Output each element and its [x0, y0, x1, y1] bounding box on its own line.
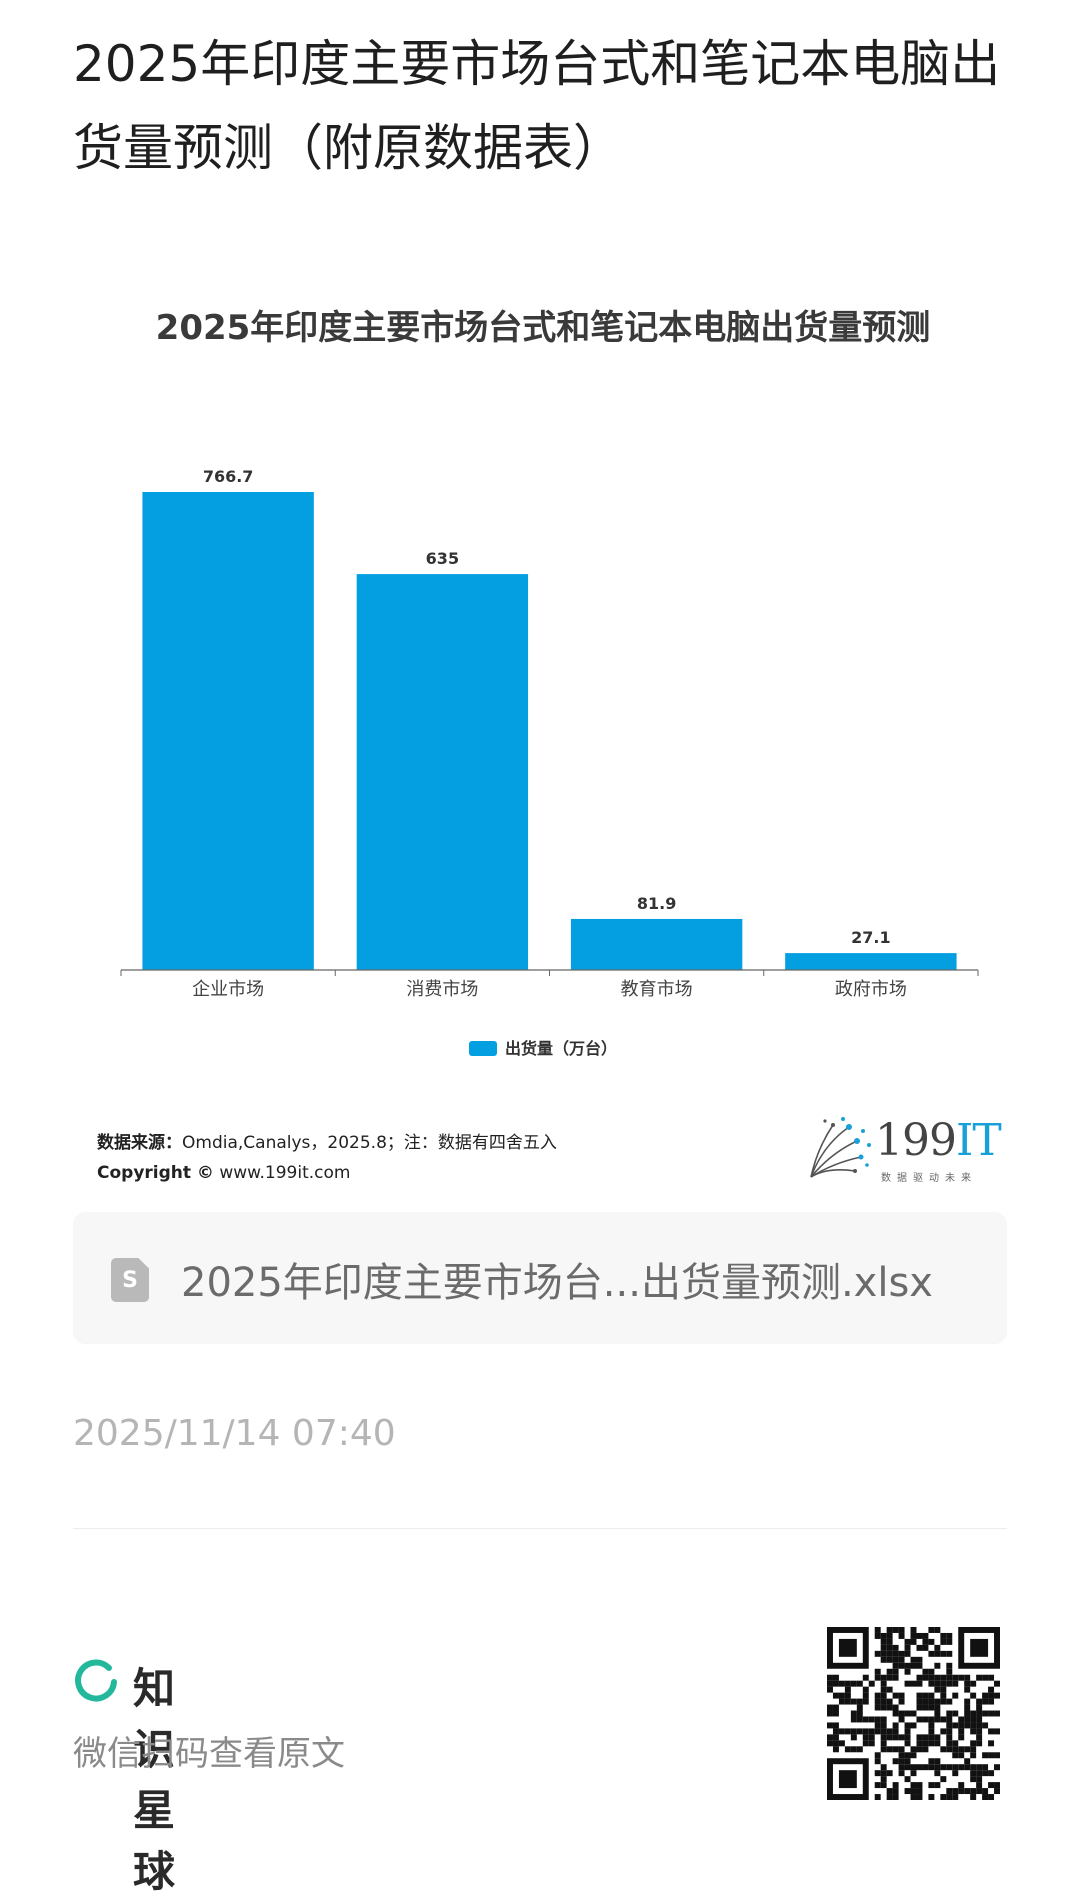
bar-chart: 766.7 企业市场 635 消费市场 81.9 教育市场 27.1 政府市场: [120, 467, 979, 1000]
category-label-3: 教育市场: [621, 979, 693, 1000]
planet-ring-icon: [75, 1659, 117, 1702]
brand-name: 199IT: [875, 1115, 1002, 1166]
post-timestamp: 2025/11/14 07:40: [73, 1413, 396, 1454]
dandelion-icon: [810, 1117, 871, 1178]
chart-card: 2025年印度主要市场台式和笔记本电脑出货量预测 766.7 企业市场 635 消费市…: [73, 270, 1013, 1200]
brand-logo: 199IT 数据驱动未来: [803, 1115, 1003, 1190]
category-label-2: 消费市场: [406, 979, 478, 1000]
data-label-2: 635: [426, 549, 459, 568]
chart-title: 2025年印度主要市场台式和笔记本电脑出货量预测: [155, 308, 931, 348]
data-label-1: 766.7: [203, 467, 254, 486]
divider: [73, 1528, 1007, 1529]
chart-legend: 出货量（万台）: [73, 1035, 1013, 1059]
attachment-filename[interactable]: 2025年印度主要市场台...出货量预测.xlsx: [181, 1260, 933, 1306]
legend-swatch: [468, 1041, 497, 1056]
source-note: 数据来源：Omdia,Canalys，2025.8；注：数据有四舍五入 Copy…: [97, 1128, 557, 1188]
bar-3: [570, 918, 743, 970]
source-label: 数据来源：: [97, 1133, 182, 1153]
brand-tagline: 数据驱动未来: [881, 1173, 977, 1184]
category-label-1: 企业市场: [192, 979, 264, 1000]
bar-1: [142, 492, 314, 970]
planet-name: 知识星球: [133, 1664, 182, 1896]
data-label-4: 27.1: [851, 928, 890, 947]
source-text: Omdia,Canalys，2025.8；注：数据有四舍五入: [182, 1133, 557, 1153]
copyright-label: Copyright ©: [97, 1163, 214, 1183]
bar-4: [785, 953, 957, 970]
bar-2: [356, 574, 529, 970]
qr-code-icon[interactable]: [827, 1627, 1000, 1800]
data-label-3: 81.9: [637, 894, 676, 913]
copyright-text: www.199it.com: [219, 1163, 351, 1183]
spreadsheet-file-icon: S: [111, 1258, 149, 1302]
category-label-4: 政府市场: [835, 979, 907, 1000]
page-title: 2025年印度主要市场台式和笔记本电脑出货量预测（附原数据表）: [73, 35, 1001, 177]
attachment-card[interactable]: S 2025年印度主要市场台...出货量预测.xlsx: [73, 1212, 1007, 1344]
legend-label: 出货量（万台）: [504, 1039, 617, 1058]
scan-hint: 微信扫码查看原文: [73, 1734, 345, 1774]
